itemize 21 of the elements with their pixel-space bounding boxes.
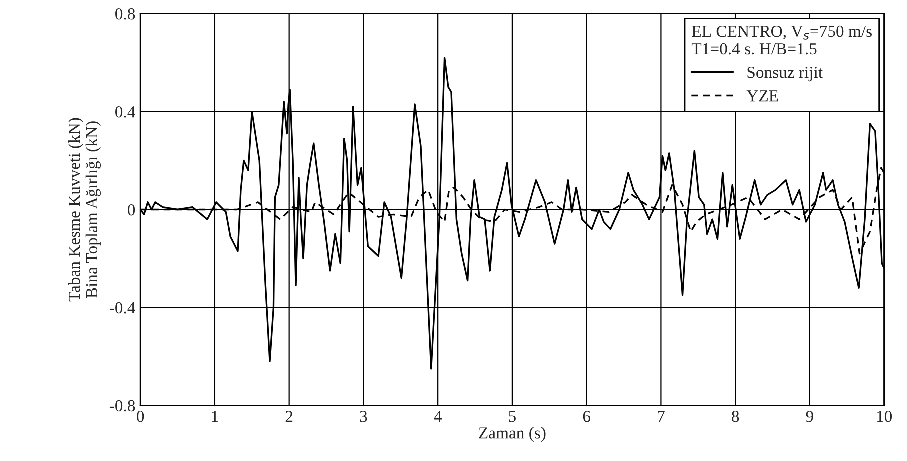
y-axis-title: Taban Kesme Kuvveti (kN) Bina Toplam Ağırlığı (kN): [68, 118, 102, 302]
legend-label: Sonsuz rijit: [748, 67, 823, 82]
y-tick-label: -0.8: [110, 400, 136, 412]
x-tick-label: 9: [806, 411, 814, 422]
x-tick-label: 8: [732, 411, 740, 422]
x-tick-label: 1: [212, 411, 218, 422]
x-tick-label: 0: [137, 411, 144, 422]
y-tick-label: 0.8: [116, 8, 136, 20]
x-tick-label: 4: [434, 411, 442, 422]
x-tick-label: 6: [583, 411, 590, 422]
x-tick-label: 10: [877, 411, 892, 422]
x-axis-title: Zaman (s): [479, 427, 546, 442]
y-tick-label: 0: [128, 204, 136, 216]
y-tick-label: -0.4: [110, 302, 136, 314]
x-tick-label: 7: [658, 411, 665, 422]
legend-label: YZE: [746, 90, 778, 102]
x-tick-label: 3: [360, 411, 368, 422]
x-tick-label: 2: [286, 411, 293, 422]
legend-title: EL CENTRO, V$_{s}$=750 m/s T1=0.4 s. H/B=1.5: [692, 26, 872, 55]
y-tick-label: 0.4: [116, 106, 136, 118]
x-tick-label: 5: [509, 411, 516, 422]
